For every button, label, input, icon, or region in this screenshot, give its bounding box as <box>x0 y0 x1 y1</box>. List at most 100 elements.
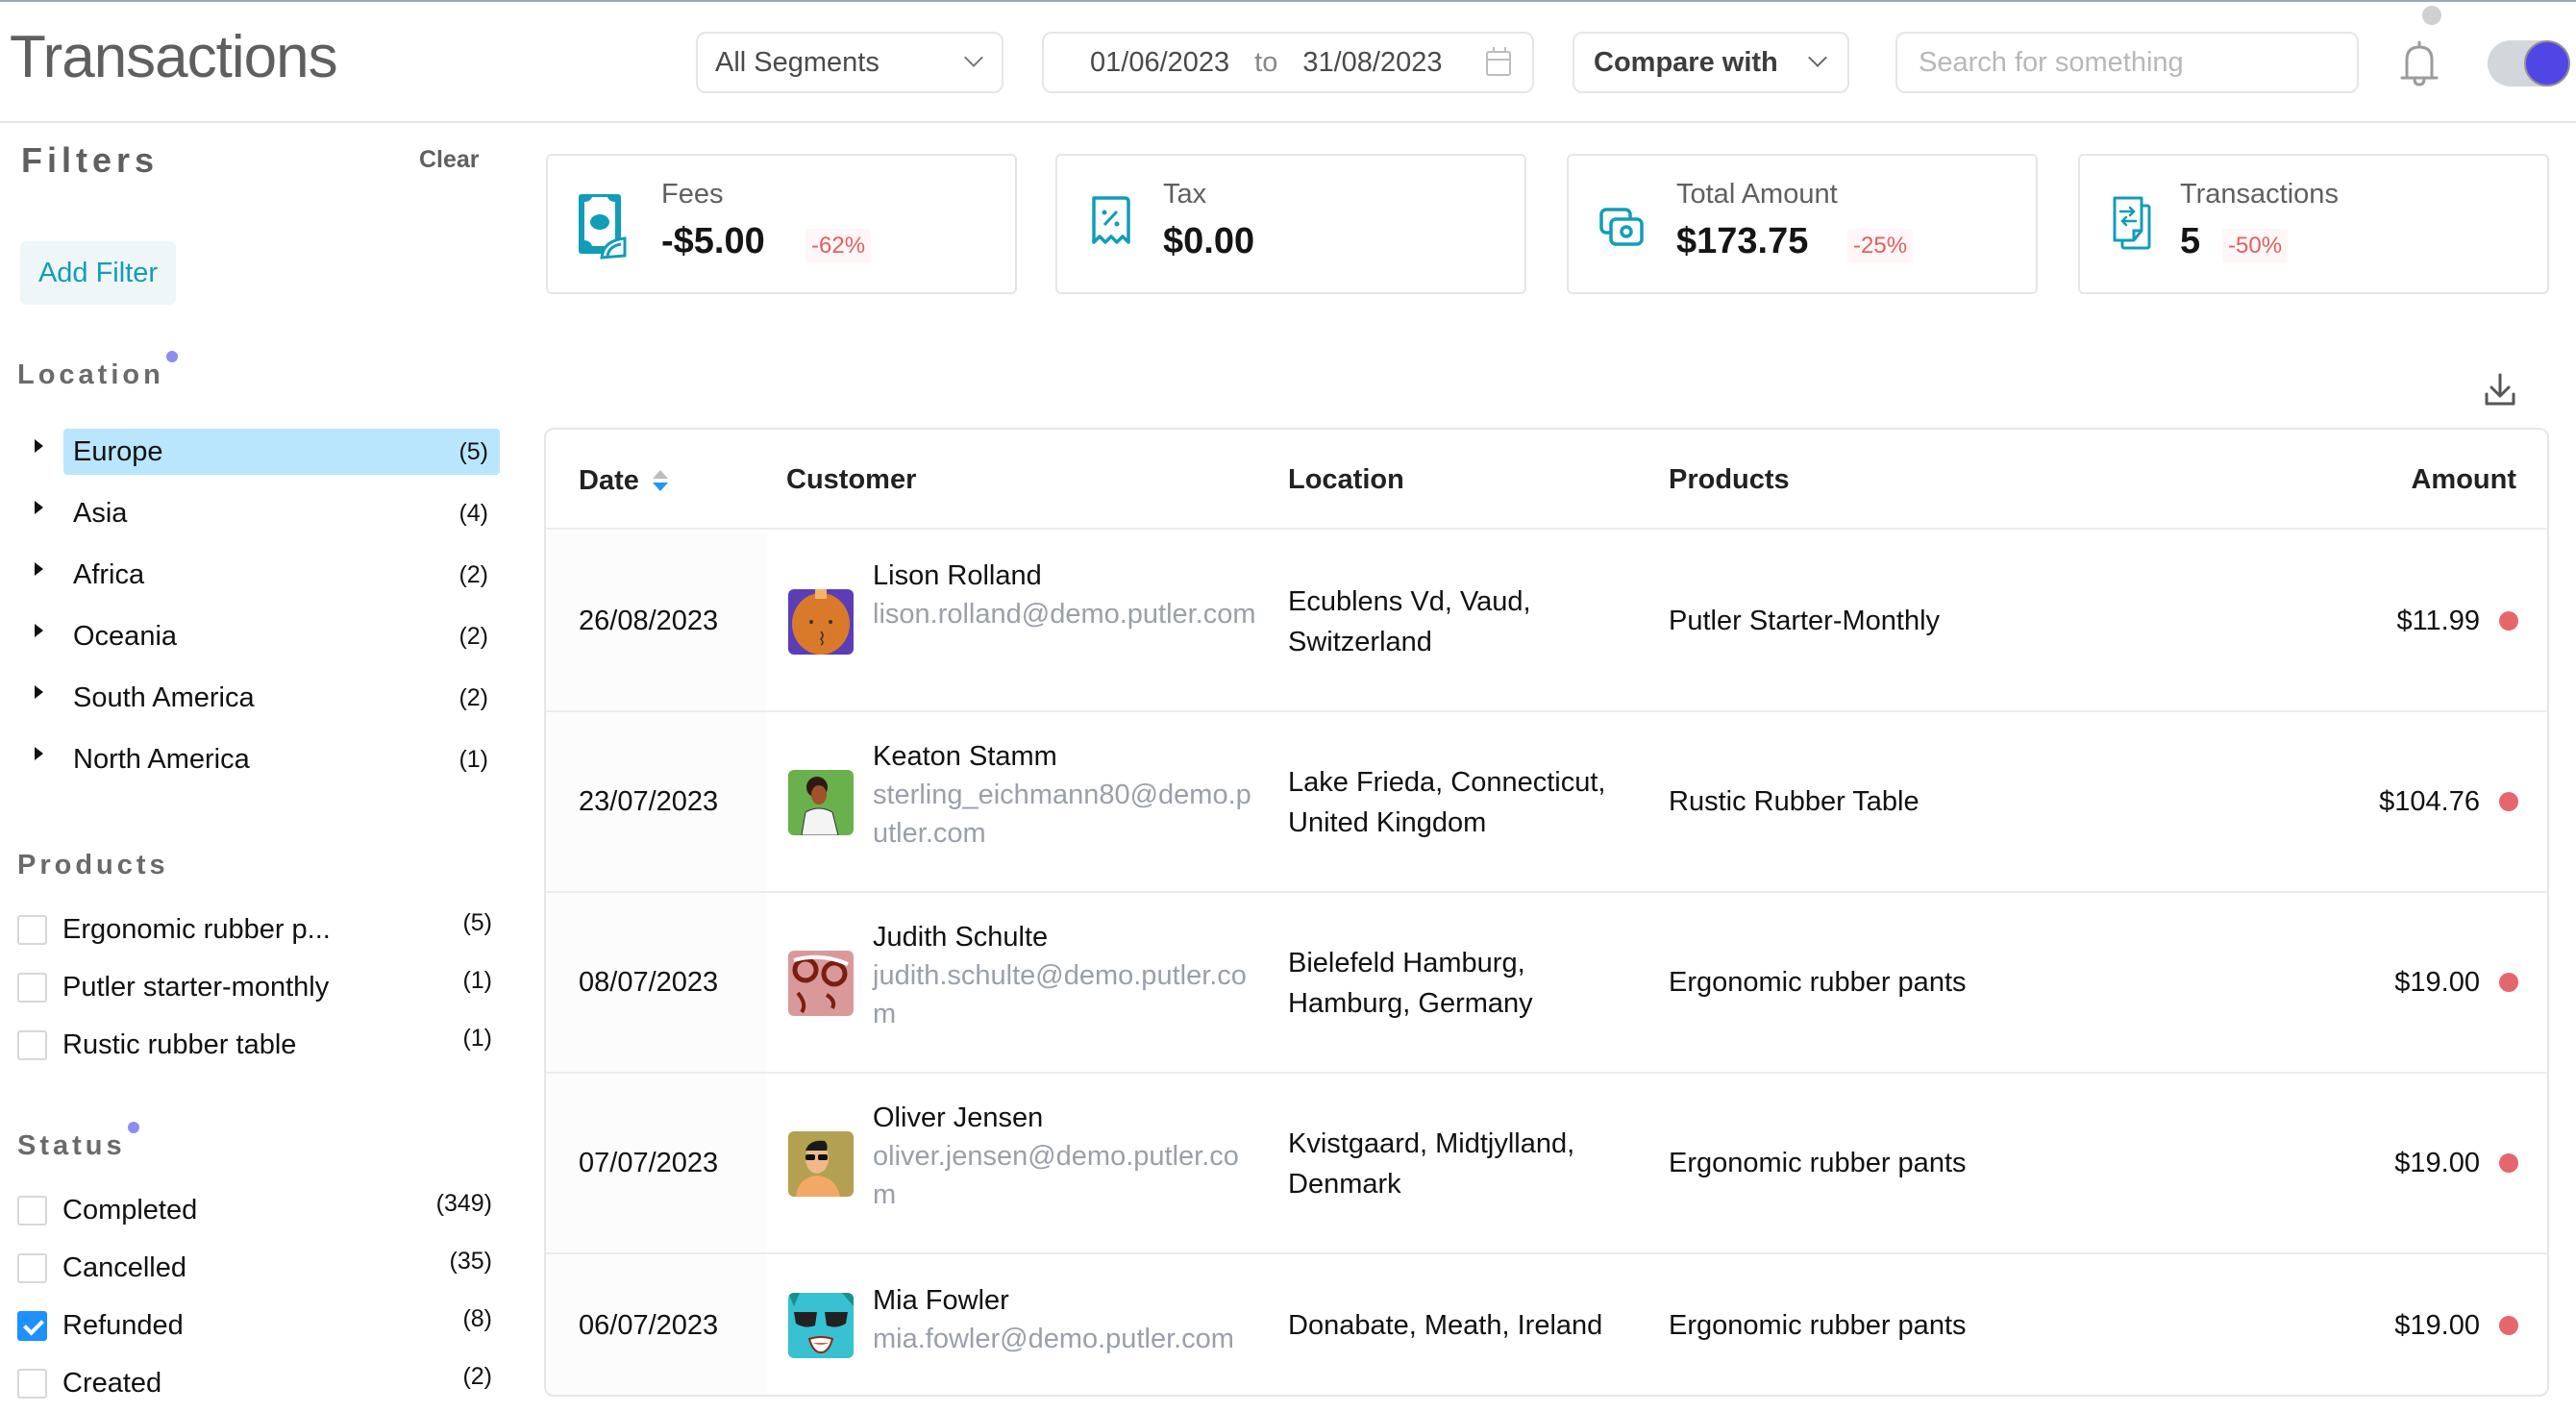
customer-name[interactable]: Oliver Jensen <box>873 1102 1044 1133</box>
status-filter-count: (2) <box>462 1363 492 1390</box>
row-location: Lake Frieda, Connecticut, United Kingdom <box>1288 767 1606 838</box>
table-row[interactable]: 08/07/2023 Judith Schulte judith.schulte… <box>546 893 2547 1074</box>
customer-avatar <box>788 1131 854 1197</box>
customer-name[interactable]: Mia Fowler <box>873 1285 1009 1316</box>
caret-right-icon[interactable] <box>35 501 43 514</box>
chevron-down-icon <box>1808 48 1827 67</box>
table-row[interactable]: 26/08/2023 Lison Rolland lison.rolland@d… <box>546 532 2547 712</box>
status-filter-label: Cancelled <box>62 1251 186 1283</box>
active-filter-dot <box>127 1122 139 1133</box>
status-filter-count: (8) <box>462 1305 492 1332</box>
row-date: 06/07/2023 <box>579 1309 719 1341</box>
stat-value: -$5.00 <box>661 221 765 261</box>
location-item-north-america[interactable]: North America (1) <box>29 736 500 782</box>
location-label-wrap: Europe (5) <box>63 429 500 475</box>
column-header-customer: Customer <box>786 464 917 495</box>
checkbox[interactable] <box>17 972 47 1003</box>
location-label: Africa <box>73 558 145 590</box>
checkbox[interactable] <box>17 1029 47 1060</box>
product-filter-rustic-rubber-table[interactable]: Rustic rubber table (1) <box>17 1023 492 1067</box>
customer-avatar <box>788 951 854 1016</box>
window-top-border <box>0 0 2576 2</box>
sort-icon[interactable] <box>652 470 668 495</box>
status-refunded-dot <box>2499 973 2518 992</box>
location-item-south-america[interactable]: South America (2) <box>29 675 500 721</box>
compare-with-select[interactable]: Compare with <box>1573 32 1849 93</box>
caret-right-icon[interactable] <box>35 685 43 699</box>
column-header-date[interactable]: Date <box>579 464 668 497</box>
theme-toggle-switch[interactable] <box>2488 40 2570 87</box>
customer-avatar <box>788 770 854 835</box>
row-amount: $19.00 <box>2394 966 2480 998</box>
product-filter-count: (1) <box>462 967 492 994</box>
stat-card-total-amount: Total Amount $173.75 -25% <box>1567 154 2038 294</box>
product-filter-ergonomic-rubber-pants[interactable]: Ergonomic rubber p... (5) <box>17 907 492 952</box>
download-icon[interactable] <box>2484 373 2516 408</box>
checkbox[interactable] <box>17 1368 47 1399</box>
customer-email: lison.rolland@demo.putler.com <box>873 599 1256 630</box>
segment-select[interactable]: All Segments <box>696 32 1003 93</box>
caret-right-icon[interactable] <box>35 439 43 453</box>
product-filter-putler-starter-monthly[interactable]: Putler starter-monthly (1) <box>17 965 492 1009</box>
location-count: (4) <box>458 499 488 527</box>
row-amount: $19.00 <box>2394 1147 2480 1178</box>
checkbox-checked[interactable] <box>17 1310 47 1341</box>
location-label-wrap: Africa (2) <box>63 552 500 598</box>
row-amount: $11.99 <box>2396 605 2480 636</box>
caret-right-icon[interactable] <box>35 562 43 576</box>
status-filter-refunded[interactable]: Refunded (8) <box>17 1303 492 1348</box>
bell-icon[interactable] <box>2397 38 2441 88</box>
customer-info: Lison Rolland lison.rolland@demo.putler.… <box>873 557 1257 633</box>
row-location: Kvistgaard, Midtjylland, Denmark <box>1288 1128 1575 1200</box>
stat-delta-badge: -50% <box>2222 229 2289 263</box>
location-count: (2) <box>458 560 488 588</box>
status-refunded-dot <box>2499 1316 2518 1335</box>
checkbox[interactable] <box>17 914 47 945</box>
table-row[interactable]: 23/07/2023 Keaton Stamm sterling_eichman… <box>546 712 2547 893</box>
location-count: (1) <box>458 745 488 773</box>
date-range-picker[interactable]: 01/06/2023 to 31/08/2023 <box>1042 32 1534 93</box>
location-item-oceania[interactable]: Oceania (2) <box>29 613 500 659</box>
location-heading-text: Location <box>17 359 164 390</box>
location-item-asia[interactable]: Asia (4) <box>29 490 500 536</box>
status-filter-label: Refunded <box>62 1309 184 1341</box>
caret-right-icon[interactable] <box>35 624 43 637</box>
table-row[interactable]: 06/07/2023 Mia Fowler mia.fowler@demo.pu… <box>546 1254 2547 1395</box>
notification-indicator-dot <box>2422 6 2441 25</box>
checkbox[interactable] <box>17 1252 47 1283</box>
caret-right-icon[interactable] <box>35 747 43 760</box>
location-label-wrap: South America (2) <box>63 675 500 721</box>
location-label-wrap: Asia (4) <box>63 490 500 536</box>
status-filter-cancelled[interactable]: Cancelled (35) <box>17 1246 492 1290</box>
search-box[interactable] <box>1895 32 2359 93</box>
chevron-down-icon <box>964 48 983 67</box>
customer-info: Keaton Stamm sterling_eichmann80@demo.pu… <box>873 737 1257 853</box>
status-filter-created[interactable]: Created (2) <box>17 1361 492 1405</box>
calendar-icon[interactable] <box>1486 47 1511 76</box>
customer-name[interactable]: Lison Rolland <box>873 560 1042 591</box>
row-location: Bielefeld Hamburg, Hamburg, Germany <box>1288 948 1533 1019</box>
location-item-africa[interactable]: Africa (2) <box>29 552 500 598</box>
column-header-amount: Amount <box>2411 464 2516 495</box>
column-header-products: Products <box>1669 464 1790 495</box>
column-header-label: Date <box>579 465 639 496</box>
clear-filters-button[interactable]: Clear <box>419 146 480 173</box>
row-amount: $104.76 <box>2379 785 2480 817</box>
add-filter-button[interactable]: Add Filter <box>20 241 176 305</box>
row-product: Ergonomic rubber pants <box>1669 1147 1967 1178</box>
stat-card-transactions: Transactions 5 -50% <box>2078 154 2549 294</box>
checkbox[interactable] <box>17 1195 47 1226</box>
search-input[interactable] <box>1919 46 2357 79</box>
product-filter-count: (5) <box>462 909 492 936</box>
row-product: Rustic Rubber Table <box>1669 785 1920 817</box>
location-label: North America <box>73 743 250 775</box>
stat-card-tax: Tax $0.00 <box>1055 154 1526 294</box>
table-row[interactable]: 07/07/2023 Oliver Jensen oliver.jensen@d… <box>546 1074 2547 1254</box>
status-filter-completed[interactable]: Completed (349) <box>17 1188 492 1232</box>
stat-label: Fees <box>661 179 724 210</box>
location-count: (2) <box>458 622 488 650</box>
location-item-europe[interactable]: Europe (5) <box>29 429 500 475</box>
customer-name[interactable]: Judith Schulte <box>873 922 1049 953</box>
customer-name[interactable]: Keaton Stamm <box>873 741 1057 772</box>
status-filter-count: (35) <box>449 1248 492 1275</box>
